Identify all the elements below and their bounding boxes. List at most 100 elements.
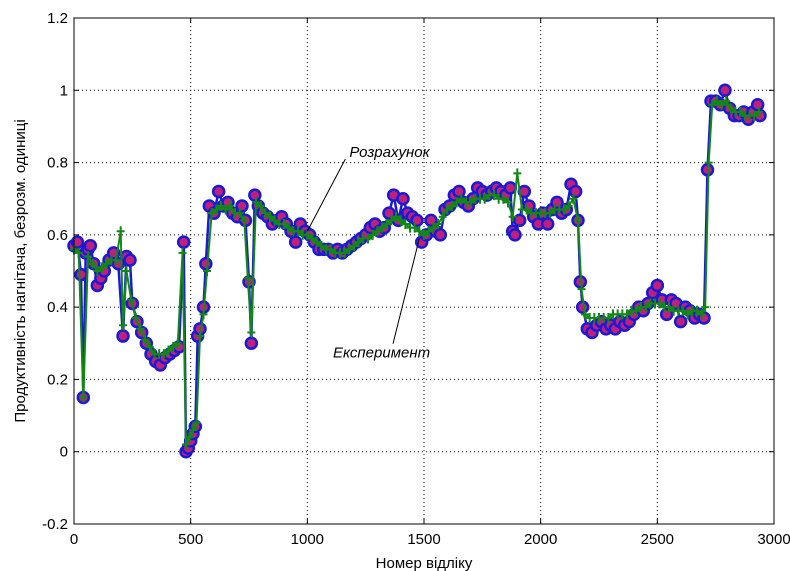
data-point (508, 211, 517, 222)
data-point (717, 99, 726, 110)
x-tick-label: 0 (70, 531, 78, 548)
data-point (176, 235, 191, 249)
data-point (235, 199, 249, 213)
y-tick-label: 0.4 (47, 299, 68, 316)
data-point (182, 439, 190, 450)
data-point (207, 208, 216, 219)
data-point (368, 229, 377, 240)
data-point (508, 228, 522, 242)
data-point (203, 266, 211, 276)
series-calculation (67, 83, 767, 459)
data-point (173, 338, 182, 349)
data-point (722, 96, 731, 107)
data-point (401, 219, 410, 230)
data-point (196, 331, 204, 342)
data-point (247, 327, 256, 338)
y-tick-label: -0.2 (42, 516, 68, 533)
data-point (697, 309, 706, 320)
data-point (136, 323, 145, 334)
data-point (261, 208, 270, 219)
data-point (127, 294, 136, 305)
data-point (288, 235, 303, 249)
data-point (443, 204, 452, 215)
data-point (93, 266, 102, 276)
data-point (141, 334, 150, 345)
x-tick-label: 1000 (291, 531, 324, 548)
data-point (185, 432, 194, 443)
data-point (308, 233, 316, 244)
y-axis-label: Продуктивність нагнітача, безрозм. одини… (12, 119, 29, 422)
data-point (266, 211, 274, 222)
data-point (438, 211, 447, 222)
data-point (665, 302, 673, 313)
x-tick-label: 3000 (757, 531, 790, 548)
data-point (410, 213, 424, 228)
data-point (650, 278, 665, 293)
data-point (564, 200, 573, 211)
data-point (364, 233, 372, 244)
data-point (726, 103, 735, 114)
data-point (701, 302, 710, 313)
data-point (504, 197, 512, 208)
data-point (568, 184, 583, 199)
data-point (244, 336, 259, 351)
y-tick-label: 0.6 (47, 227, 68, 244)
data-point (577, 284, 586, 295)
data-point (704, 157, 713, 168)
data-point (382, 219, 391, 230)
data-point (434, 219, 442, 230)
data-point (112, 255, 120, 266)
data-point (750, 97, 765, 112)
data-point (718, 83, 732, 98)
data-point (679, 305, 687, 316)
data-point (317, 240, 326, 251)
data-point (457, 193, 466, 204)
data-point (326, 244, 335, 255)
data-point (312, 237, 321, 248)
data-point (303, 229, 312, 240)
data-point (226, 200, 235, 211)
data-point (280, 219, 288, 230)
series-layer (67, 83, 767, 459)
y-tick-label: 1 (60, 82, 68, 99)
data-point (199, 309, 208, 320)
data-point (693, 305, 701, 316)
data-point (284, 222, 293, 233)
data-point (84, 251, 92, 262)
data-point (396, 215, 405, 226)
data-point (623, 309, 631, 320)
data-point (452, 197, 461, 208)
data-point (655, 298, 664, 309)
data-point (569, 193, 578, 204)
annotation-pointer (392, 238, 420, 344)
data-point (248, 188, 262, 202)
data-point (499, 193, 508, 204)
y-tick-label: 0.8 (47, 155, 68, 172)
x-tick-label: 1500 (407, 531, 440, 548)
data-point (192, 417, 201, 428)
data-point (83, 238, 98, 253)
tick-layer: 0 500 1000 1500 2000 2500 3000-0.200.20.40.60.… (42, 10, 790, 548)
data-point (116, 226, 125, 237)
data-point (452, 184, 466, 199)
data-point (546, 208, 554, 219)
data-point (712, 96, 721, 107)
data-point (252, 197, 260, 208)
data-point (235, 208, 244, 219)
data-point (159, 349, 168, 360)
data-point (480, 193, 489, 204)
data-point (145, 341, 154, 352)
data-point (74, 267, 88, 282)
data-point (102, 258, 111, 269)
data-point (560, 204, 568, 215)
data-point (754, 106, 763, 117)
data-point (270, 215, 279, 226)
x-tick-label: 500 (178, 531, 203, 548)
data-point (466, 197, 475, 208)
data-point (98, 262, 106, 273)
data-point (217, 200, 225, 211)
data-point (387, 215, 396, 226)
data-point (410, 222, 419, 233)
data-point (189, 425, 197, 436)
